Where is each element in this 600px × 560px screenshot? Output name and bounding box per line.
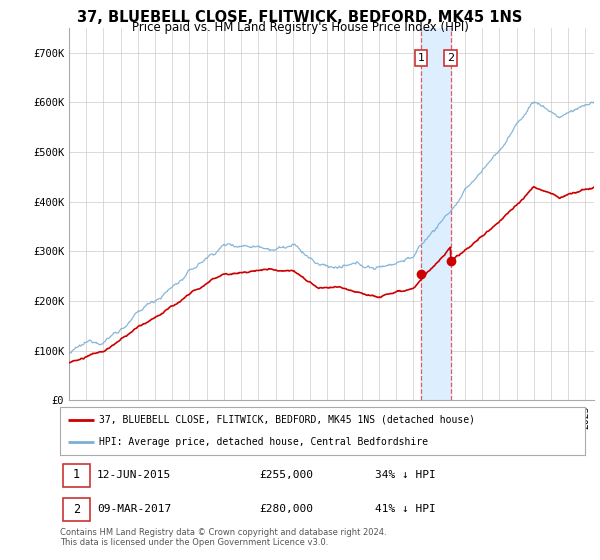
- FancyBboxPatch shape: [62, 498, 90, 521]
- Text: 12-JUN-2015: 12-JUN-2015: [97, 470, 171, 480]
- Text: 1: 1: [418, 53, 424, 63]
- Text: 37, BLUEBELL CLOSE, FLITWICK, BEDFORD, MK45 1NS: 37, BLUEBELL CLOSE, FLITWICK, BEDFORD, M…: [77, 10, 523, 25]
- Text: Price paid vs. HM Land Registry's House Price Index (HPI): Price paid vs. HM Land Registry's House …: [131, 21, 469, 34]
- Text: 41% ↓ HPI: 41% ↓ HPI: [375, 504, 436, 514]
- Text: Contains HM Land Registry data © Crown copyright and database right 2024.
This d: Contains HM Land Registry data © Crown c…: [60, 528, 386, 547]
- Text: 37, BLUEBELL CLOSE, FLITWICK, BEDFORD, MK45 1NS (detached house): 37, BLUEBELL CLOSE, FLITWICK, BEDFORD, M…: [100, 415, 475, 425]
- Bar: [421, 28, 451, 400]
- FancyBboxPatch shape: [62, 464, 90, 487]
- Text: HPI: Average price, detached house, Central Bedfordshire: HPI: Average price, detached house, Cent…: [100, 437, 428, 447]
- Text: 2: 2: [73, 502, 80, 516]
- Text: £280,000: £280,000: [260, 504, 314, 514]
- Text: 2: 2: [447, 53, 454, 63]
- Text: 1: 1: [73, 468, 80, 482]
- Text: 09-MAR-2017: 09-MAR-2017: [97, 504, 171, 514]
- Text: 34% ↓ HPI: 34% ↓ HPI: [375, 470, 436, 480]
- Text: £255,000: £255,000: [260, 470, 314, 480]
